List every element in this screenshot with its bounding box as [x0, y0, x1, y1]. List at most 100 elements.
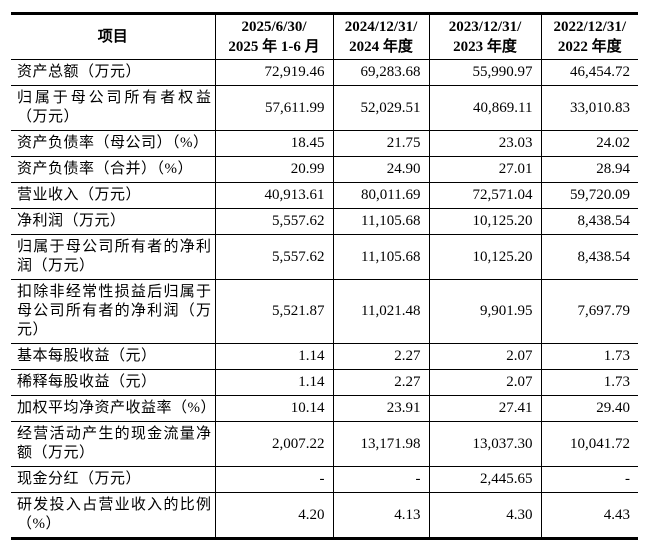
- value-cell: 10,041.72: [540, 421, 638, 467]
- value-cell: 24.02: [540, 130, 638, 157]
- item-label-cell: 稀释每股收益（元）: [11, 369, 215, 396]
- item-label-cell: 归属于母公司所有者权益（万元）: [11, 85, 215, 131]
- item-label-cell: 扣除非经常性损益后归属于母公司所有者的净利润（万元）: [11, 279, 215, 344]
- value-cell: 13,037.30: [428, 421, 541, 467]
- value-cell: 10,125.20: [428, 234, 541, 280]
- value-cell: 4.13: [332, 492, 429, 539]
- value-cell: 20.99: [214, 156, 333, 183]
- value-cell: 69,283.68: [332, 59, 429, 86]
- value-cell: 5,557.62: [214, 234, 333, 280]
- value-cell: 40,913.61: [214, 182, 333, 209]
- table-row: 资产总额（万元） 72,919.46 69,283.68 55,990.97 46,45…: [11, 59, 638, 86]
- table-row: 经营活动产生的现金流量净额（万元） 2,007.22 13,171.98 13,037…: [11, 421, 638, 467]
- header-period-date: 2025/6/30/: [241, 19, 307, 35]
- table-row: 加权平均净资产收益率（%） 10.14 23.91 27.41 29.40: [11, 395, 638, 422]
- value-cell: 5,557.62: [214, 208, 333, 235]
- value-cell: 28.94: [540, 156, 638, 183]
- item-label-cell: 基本每股收益（元）: [11, 343, 215, 370]
- value-cell: 7,697.79: [540, 279, 638, 344]
- table-row: 研发投入占营业收入的比例（%） 4.20 4.13 4.30 4.43: [11, 492, 638, 539]
- value-cell: 21.75: [332, 130, 429, 157]
- table-row: 资产负债率（母公司）（%） 18.45 21.75 23.03 24.02: [11, 130, 638, 157]
- item-label-cell: 资产负债率（合并）（%）: [11, 156, 215, 183]
- value-cell: 9,901.95: [428, 279, 541, 344]
- value-cell: 33,010.83: [540, 85, 638, 131]
- header-item-column: 项目: [11, 13, 215, 60]
- table-row: 归属于母公司所有者的净利润（万元） 5,557.62 11,105.68 10,125…: [11, 234, 638, 280]
- value-cell: 4.30: [428, 492, 541, 539]
- header-period-label: 2024 年度: [349, 39, 413, 55]
- value-cell: 40,869.11: [428, 85, 541, 131]
- value-cell: 23.03: [428, 130, 541, 157]
- value-cell: 24.90: [332, 156, 429, 183]
- value-cell: 11,105.68: [332, 234, 429, 280]
- value-cell: 11,021.48: [332, 279, 429, 344]
- value-cell: -: [540, 466, 638, 493]
- item-label-cell: 营业收入（万元）: [11, 182, 215, 209]
- financial-indicators-table: 项目 2025/6/30/2025 年 1-6 月 2024/12/31/2024…: [11, 12, 638, 540]
- value-cell: 4.43: [540, 492, 638, 539]
- table-row: 营业收入（万元） 40,913.61 80,011.69 72,571.04 59,72…: [11, 182, 638, 209]
- value-cell: 23.91: [332, 395, 429, 422]
- table-row: 归属于母公司所有者权益（万元） 57,611.99 52,029.51 40,869.…: [11, 85, 638, 131]
- value-cell: -: [332, 466, 429, 493]
- value-cell: 1.73: [540, 343, 638, 370]
- header-period-label: 2022 年度: [557, 39, 622, 55]
- value-cell: 10,125.20: [428, 208, 541, 235]
- value-cell: 11,105.68: [332, 208, 429, 235]
- item-label-cell: 研发投入占营业收入的比例（%）: [11, 492, 215, 539]
- value-cell: 13,171.98: [332, 421, 429, 467]
- header-period-date: 2022/12/31/: [553, 19, 626, 35]
- value-cell: 72,919.46: [214, 59, 333, 86]
- header-period-column: 2025/6/30/2025 年 1-6 月: [214, 13, 333, 60]
- item-label-cell: 净利润（万元）: [11, 208, 215, 235]
- value-cell: 4.20: [214, 492, 333, 539]
- value-cell: 10.14: [214, 395, 333, 422]
- value-cell: 2.07: [428, 369, 541, 396]
- value-cell: 2.27: [332, 369, 429, 396]
- value-cell: 1.14: [214, 343, 333, 370]
- item-label-cell: 资产总额（万元）: [11, 59, 215, 86]
- item-label-cell: 归属于母公司所有者的净利润（万元）: [11, 234, 215, 280]
- header-row: 项目 2025/6/30/2025 年 1-6 月 2024/12/31/2024…: [11, 13, 638, 60]
- header-period-label: 2023 年度: [453, 39, 517, 55]
- header-period-column: 2022/12/31/2022 年度: [540, 13, 638, 60]
- item-label-cell: 加权平均净资产收益率（%）: [11, 395, 215, 422]
- value-cell: 46,454.72: [540, 59, 638, 86]
- value-cell: 8,438.54: [540, 208, 638, 235]
- header-period-label: 2025 年 1-6 月: [228, 39, 320, 55]
- value-cell: 29.40: [540, 395, 638, 422]
- value-cell: 8,438.54: [540, 234, 638, 280]
- value-cell: 55,990.97: [428, 59, 541, 86]
- value-cell: 5,521.87: [214, 279, 333, 344]
- value-cell: 80,011.69: [332, 182, 429, 209]
- table-row: 资产负债率（合并）（%） 20.99 24.90 27.01 28.94: [11, 156, 638, 183]
- value-cell: -: [214, 466, 333, 493]
- header-period-column: 2023/12/31/2023 年度: [428, 13, 541, 60]
- value-cell: 1.14: [214, 369, 333, 396]
- header-period-column: 2024/12/31/2024 年度: [332, 13, 429, 60]
- value-cell: 27.01: [428, 156, 541, 183]
- table-row: 扣除非经常性损益后归属于母公司所有者的净利润（万元） 5,521.87 11,021…: [11, 279, 638, 344]
- value-cell: 52,029.51: [332, 85, 429, 131]
- value-cell: 57,611.99: [214, 85, 333, 131]
- header-period-date: 2023/12/31/: [448, 19, 522, 35]
- item-label-cell: 经营活动产生的现金流量净额（万元）: [11, 421, 215, 467]
- value-cell: 2,445.65: [428, 466, 541, 493]
- header-period-date: 2024/12/31/: [344, 19, 418, 35]
- value-cell: 59,720.09: [540, 182, 638, 209]
- item-label-cell: 现金分红（万元）: [11, 466, 215, 493]
- item-label-cell: 资产负债率（母公司）（%）: [11, 130, 215, 157]
- value-cell: 1.73: [540, 369, 638, 396]
- value-cell: 2.07: [428, 343, 541, 370]
- value-cell: 27.41: [428, 395, 541, 422]
- value-cell: 72,571.04: [428, 182, 541, 209]
- value-cell: 2,007.22: [214, 421, 333, 467]
- table-row: 净利润（万元） 5,557.62 11,105.68 10,125.20 8,438.5…: [11, 208, 638, 235]
- value-cell: 18.45: [214, 130, 333, 157]
- table-row: 基本每股收益（元） 1.14 2.27 2.07 1.73: [11, 343, 638, 370]
- value-cell: 2.27: [332, 343, 429, 370]
- table-row: 现金分红（万元） - -2,445.65-: [11, 466, 638, 493]
- table-row: 稀释每股收益（元） 1.14 2.27 2.07 1.73: [11, 369, 638, 396]
